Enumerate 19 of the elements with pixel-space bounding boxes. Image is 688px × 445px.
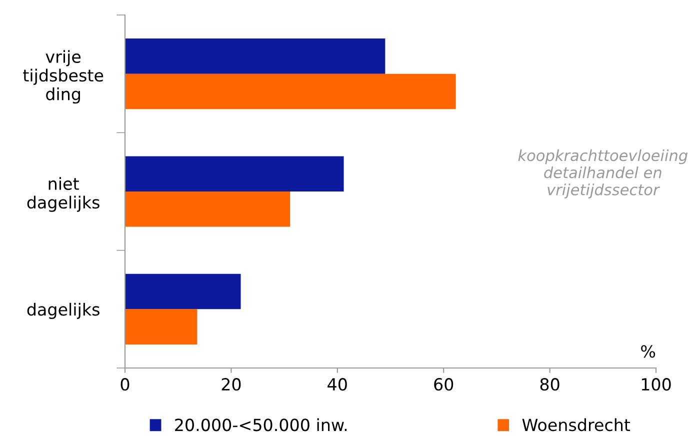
bar (125, 38, 386, 74)
x-axis-title: % (641, 345, 656, 358)
x-tick-label: 100 (642, 378, 671, 391)
annotation: koopkrachttoevloeiing detailhandel en vrijetijdssector (518, 149, 688, 198)
x-tick-label: 80 (540, 378, 560, 391)
bar (125, 274, 241, 310)
y-tick-label: dagelijks (27, 302, 100, 319)
legend-label: Woensdrecht (522, 418, 630, 432)
legend-label: 20.000-<50.000 inw. (175, 418, 347, 432)
y-tick-label: niet dagelijks (27, 177, 100, 212)
bar (125, 309, 198, 344)
bar (125, 74, 456, 110)
bar (125, 156, 344, 192)
x-tick-label: 60 (434, 378, 454, 391)
x-tick-label: 40 (328, 378, 347, 391)
x-tick-label: 0 (120, 378, 130, 391)
y-tick-label: vrije tijdsbeste ding (23, 50, 104, 104)
x-tick-label: 20 (222, 378, 241, 391)
bar (125, 192, 290, 227)
